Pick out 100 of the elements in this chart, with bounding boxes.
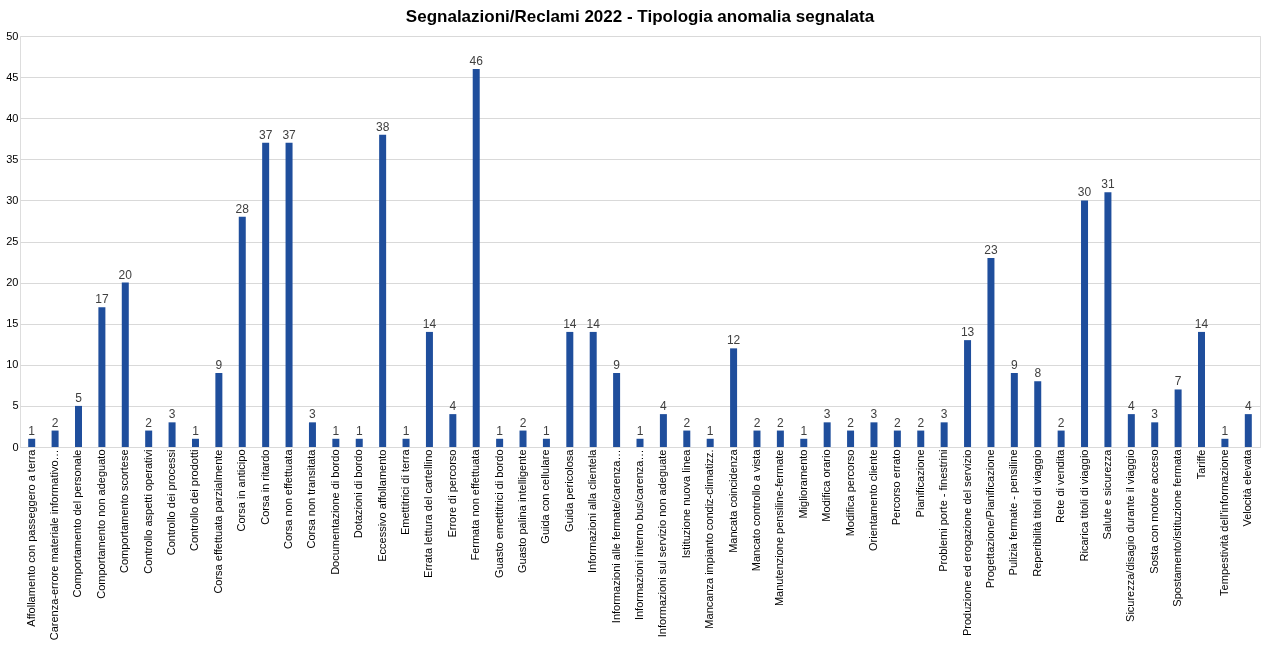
y-tick-label: 45 — [6, 70, 19, 83]
data-label: 30 — [1077, 185, 1092, 200]
x-tick-label: Dotazioni di bordo — [352, 449, 365, 539]
x-tick-label: Corsa non effettuata — [282, 448, 295, 549]
bar — [402, 438, 410, 447]
data-label: 3 — [940, 407, 948, 422]
bar — [238, 216, 246, 447]
x-tick-label: Progettazione/Pianificazione — [983, 449, 996, 589]
bar — [730, 348, 738, 447]
bar — [332, 438, 340, 447]
bar — [449, 414, 457, 447]
x-tick-label: Orientamento cliente — [866, 449, 879, 551]
x-tick-label: Corsa effettuata parzialmente — [211, 449, 224, 594]
bar — [168, 422, 176, 447]
x-tick-label: Ricarica titoli di viaggio — [1077, 449, 1090, 562]
bar — [1127, 414, 1135, 447]
x-tick-label: Informazioni alla clientela — [586, 448, 599, 574]
x-tick-label: Pianificazione — [913, 449, 926, 518]
data-label: 14 — [586, 316, 601, 331]
x-tick-label: Reperibilità titoli di viaggio — [1030, 449, 1043, 577]
bar — [964, 340, 972, 447]
data-label: 3 — [1151, 407, 1159, 422]
data-label: 31 — [1101, 177, 1115, 192]
data-label: 37 — [282, 127, 297, 142]
bar — [1034, 381, 1042, 447]
data-label: 14 — [563, 316, 577, 331]
bar — [1104, 192, 1112, 447]
y-tick-label: 5 — [12, 399, 19, 412]
y-tick-label: 0 — [12, 440, 19, 453]
bar — [1244, 414, 1252, 447]
y-tick-label: 50 — [6, 29, 19, 42]
x-tick-label: Errore di percorso — [445, 449, 458, 538]
data-label: 3 — [870, 407, 878, 422]
data-label: 4 — [449, 399, 457, 414]
x-tick-label: Informazioni sul servizio non adeguate — [656, 449, 669, 638]
data-label: 46 — [469, 53, 484, 68]
bar — [496, 438, 504, 447]
x-tick-label: Guida con cellulare — [539, 449, 552, 544]
bar — [262, 142, 270, 447]
bar — [355, 438, 363, 447]
x-tick-label: Emettitrici di terra — [399, 448, 412, 536]
data-label: 14 — [1194, 316, 1209, 331]
x-tick-label: Corsa in anticipo — [235, 449, 248, 532]
x-tick-label: Fermata non effettuata — [469, 448, 482, 561]
x-tick-label: Mancanza impianto condiz-climatizz. — [703, 449, 716, 629]
data-label: 2 — [753, 415, 761, 430]
bar — [1151, 422, 1159, 447]
bar — [1081, 200, 1089, 447]
bar — [683, 430, 691, 447]
y-tick-label: 10 — [6, 358, 19, 371]
x-tick-label: Velocità elevata — [1241, 448, 1254, 527]
bar — [847, 430, 855, 447]
data-label: 4 — [660, 399, 668, 414]
y-tick-label: 30 — [6, 193, 19, 206]
x-tick-label: Guida pericolosa — [562, 448, 575, 533]
data-label: 2 — [145, 415, 153, 430]
bar — [917, 430, 925, 447]
data-label: 2 — [894, 415, 902, 430]
x-tick-label: Eccessivo affollamento — [375, 449, 388, 562]
data-label: 5 — [75, 390, 83, 405]
x-tick-label: Informazioni alle fermate/carenza… — [609, 449, 622, 624]
x-tick-label: Comportamento non adeguato — [94, 449, 107, 599]
x-tick-label: Controllo dei processi — [165, 449, 178, 556]
x-tick-label: Guasto palina intelligente — [516, 449, 529, 574]
bar — [589, 331, 597, 447]
bar — [379, 134, 387, 447]
bar — [893, 430, 901, 447]
data-label: 1 — [636, 423, 644, 438]
x-tick-label: Affollamento con passeggero a terra — [24, 448, 37, 627]
x-tick-label: Sosta con motore acceso — [1147, 449, 1160, 574]
bar — [51, 430, 59, 447]
bar — [472, 68, 480, 447]
y-tick-label: 35 — [6, 152, 19, 165]
x-tick-label: Modifica orario — [820, 449, 833, 522]
x-tick-label: Rete di vendita — [1054, 448, 1067, 523]
data-label: 2 — [917, 415, 925, 430]
x-tick-label: Documentazione di bordo — [328, 449, 341, 575]
data-label: 1 — [28, 423, 36, 438]
x-tick-label: Modifica percorso — [843, 449, 856, 537]
data-label: 9 — [215, 358, 223, 373]
x-tick-label: Pulizia fermate - pensiline — [1007, 449, 1020, 576]
bar — [308, 422, 316, 447]
x-tick-label: Comportamento scortese — [118, 449, 131, 573]
bar — [1221, 438, 1229, 447]
bar — [425, 331, 433, 447]
data-label: 4 — [1244, 399, 1252, 414]
x-tick-label: Errata lettura del cartellino — [422, 449, 435, 578]
chart-title: Segnalazioni/Reclami 2022 - Tipologia anomalia segnalata — [405, 7, 875, 26]
y-tick-label: 15 — [6, 317, 19, 330]
x-tick-label: Controllo dei prodotti — [188, 449, 201, 552]
x-tick-label: Mancata coincidenza — [726, 448, 739, 553]
data-label: 1 — [332, 423, 340, 438]
x-tick-label: Corsa non transitata — [305, 448, 318, 549]
data-label: 12 — [726, 333, 741, 348]
bar — [566, 331, 574, 447]
data-label: 28 — [235, 201, 250, 216]
bar — [613, 373, 621, 447]
x-tick-label: Comportamento del personale — [71, 449, 84, 598]
data-label: 8 — [1034, 366, 1042, 381]
bar — [823, 422, 831, 447]
